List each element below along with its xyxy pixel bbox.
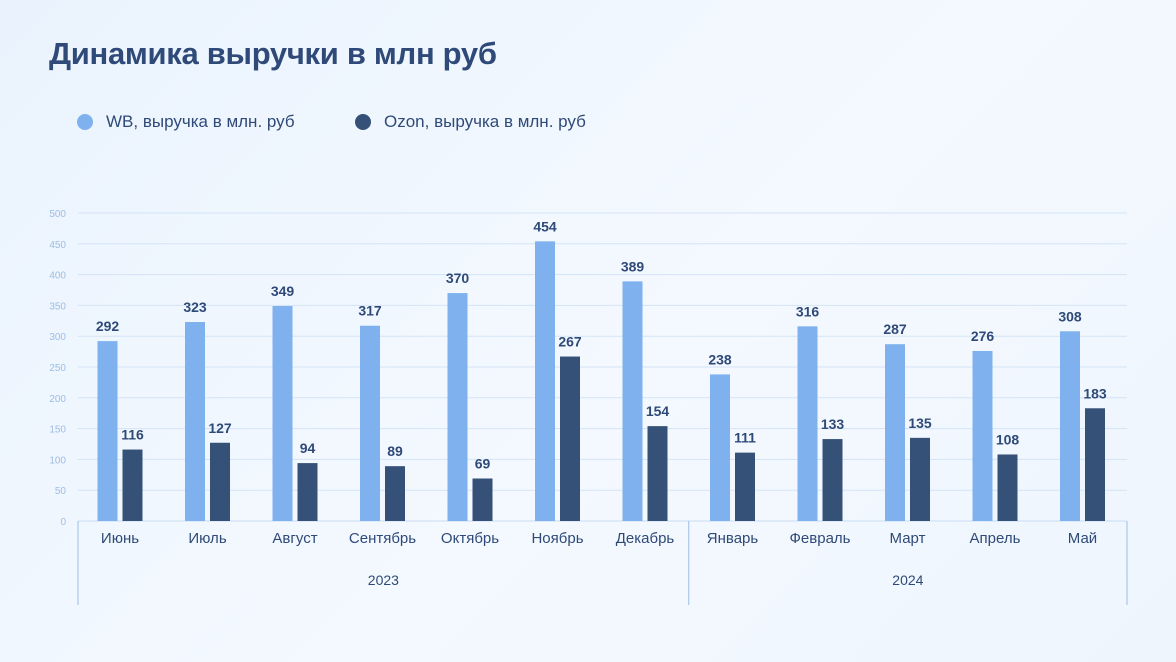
y-tick-label: 250 [49, 363, 66, 374]
x-tick-label: Октябрь [441, 530, 499, 547]
x-tick-label: Март [890, 530, 926, 547]
y-tick-label: 150 [49, 425, 66, 436]
x-tick-label: Февраль [790, 530, 851, 547]
bar-wb [972, 350, 993, 521]
y-tick-label: 500 [49, 209, 66, 220]
x-tick-label: Сентябрь [349, 530, 416, 547]
data-label-ozon: 267 [558, 334, 582, 350]
data-label-ozon: 135 [908, 415, 932, 431]
bar-wb [622, 281, 643, 521]
y-tick-label: 450 [49, 240, 66, 251]
data-label-ozon: 154 [646, 403, 670, 419]
data-label-wb: 287 [883, 321, 907, 337]
bar-ozon [297, 463, 318, 521]
year-label: 2024 [892, 572, 923, 588]
legend-label-wb: WB, выручка в млн. руб [106, 112, 295, 131]
bar-wb [1060, 331, 1080, 521]
bar-ozon [472, 478, 493, 521]
legend-label-ozon: Ozon, выручка в млн. руб [384, 112, 586, 131]
bar-ozon [122, 449, 143, 521]
bar-ozon [735, 452, 755, 521]
data-label-wb: 308 [1058, 308, 1082, 324]
bar-ozon [1085, 408, 1105, 521]
x-tick-label: Декабрь [616, 530, 675, 547]
year-label: 2023 [368, 572, 399, 588]
data-label-wb: 316 [796, 303, 820, 319]
bar-ozon [385, 466, 405, 521]
y-tick-label: 100 [49, 455, 66, 466]
bar-ozon [560, 356, 580, 521]
y-tick-label: 50 [55, 486, 67, 497]
data-label-ozon: 69 [475, 455, 491, 471]
data-label-ozon: 111 [734, 430, 756, 446]
legend-swatch-wb [77, 114, 93, 130]
data-label-ozon: 94 [300, 440, 316, 456]
chart-title: Динамика выручки в млн руб [49, 36, 497, 71]
data-label-ozon: 108 [996, 431, 1020, 447]
x-tick-label: Май [1068, 530, 1097, 547]
y-tick-label: 350 [49, 301, 66, 312]
data-label-ozon: 127 [208, 420, 232, 436]
bar-wb [710, 374, 730, 521]
x-tick-label: Июль [188, 530, 226, 547]
bar-wb [797, 326, 818, 521]
data-label-wb: 317 [358, 303, 382, 319]
bar-ozon [647, 426, 668, 521]
x-tick-label: Июнь [101, 530, 139, 547]
legend-item-ozon: Ozon, выручка в млн. руб [355, 112, 586, 132]
bar-wb [885, 344, 905, 521]
data-label-wb: 454 [533, 218, 557, 234]
data-label-ozon: 116 [121, 427, 144, 443]
data-label-wb: 389 [621, 258, 645, 274]
x-tick-label: Апрель [970, 530, 1021, 547]
data-label-ozon: 183 [1083, 385, 1107, 401]
data-label-wb: 349 [271, 283, 295, 299]
y-tick-label: 300 [49, 332, 66, 343]
data-label-wb: 323 [183, 299, 207, 315]
data-label-wb: 292 [96, 318, 120, 334]
legend-item-wb: WB, выручка в млн. руб [77, 112, 295, 132]
x-tick-label: Ноябрь [531, 530, 583, 547]
bar-ozon [210, 442, 230, 521]
bar-wb [447, 293, 468, 521]
bar-ozon [997, 454, 1018, 521]
bar-wb [97, 341, 118, 521]
data-label-ozon: 133 [821, 416, 845, 432]
bar-wb [272, 306, 293, 521]
bar-ozon [910, 437, 930, 521]
bar-wb [185, 322, 205, 521]
bar-wb [535, 241, 555, 521]
y-tick-label: 200 [49, 394, 66, 405]
data-label-wb: 238 [708, 351, 732, 367]
data-label-wb: 370 [446, 270, 470, 286]
bar-wb [360, 325, 380, 521]
legend-swatch-ozon [355, 114, 371, 130]
x-tick-label: Август [272, 530, 317, 547]
data-label-wb: 276 [971, 328, 995, 344]
data-label-ozon: 89 [387, 443, 403, 459]
bar-ozon [822, 439, 843, 521]
y-tick-label: 0 [60, 517, 66, 528]
y-tick-label: 400 [49, 271, 66, 282]
x-tick-label: Январь [707, 530, 759, 547]
